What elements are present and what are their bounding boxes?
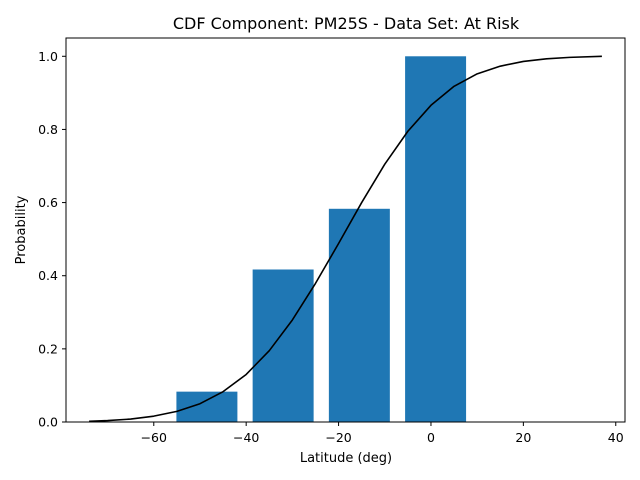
- y-ticks: 0.0 0.2 0.4 0.6 0.8 1.0: [38, 49, 66, 430]
- x-tick-label: 20: [515, 430, 531, 445]
- x-tick-label: −40: [233, 430, 259, 445]
- y-axis-label: Probability: [14, 195, 29, 264]
- x-tick-label: −60: [141, 430, 167, 445]
- y-tick-label: 0.6: [38, 195, 58, 210]
- chart-title: CDF Component: PM25S - Data Set: At Risk: [173, 14, 520, 33]
- y-tick-label: 0.0: [38, 415, 58, 430]
- bar-2: [252, 269, 314, 422]
- x-axis-label: Latitude (deg): [300, 451, 392, 466]
- x-tick-label: −20: [325, 430, 351, 445]
- y-tick-label: 0.8: [38, 122, 58, 137]
- plot-frame: [65, 37, 626, 423]
- line-layer: [89, 55, 602, 423]
- x-tick-label: 40: [608, 430, 624, 445]
- x-ticks: −60 −40 −20 0 20 40: [141, 422, 624, 445]
- cdf-line: [89, 55, 602, 423]
- y-tick-label: 0.2: [38, 341, 58, 356]
- x-tick-label: 0: [427, 430, 435, 445]
- y-tick-label: 1.0: [38, 49, 58, 64]
- bar-1: [176, 391, 238, 422]
- y-tick-label: 0.4: [38, 268, 58, 283]
- bar-3: [328, 208, 390, 422]
- bar-4: [405, 56, 467, 423]
